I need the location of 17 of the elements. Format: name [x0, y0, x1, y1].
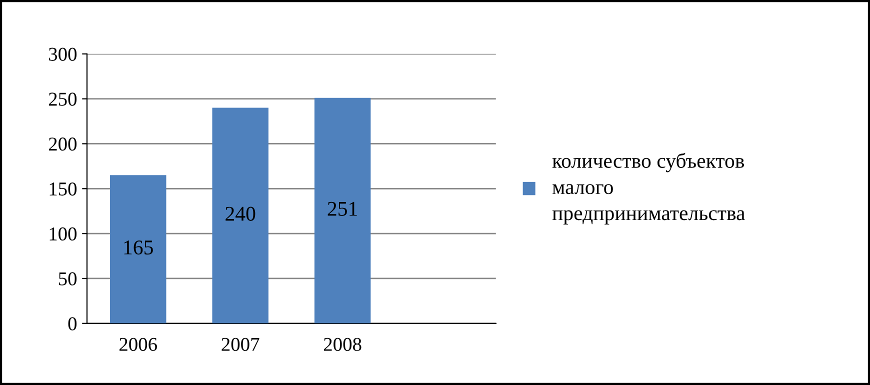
- data-label: 240: [226, 206, 256, 221]
- y-tick-label: 200: [48, 138, 77, 151]
- y-tick-label: 50: [58, 272, 77, 286]
- x-tick-label: 2006: [120, 338, 157, 351]
- y-tick-label: 300: [49, 48, 77, 61]
- legend-label: количество субъектов малого предпринимательства: [552, 152, 745, 224]
- y-tick-label: 250: [48, 92, 77, 106]
- y-tick-label: 150: [50, 182, 77, 196]
- data-label: 165: [124, 240, 153, 254]
- x-tick-label: 2008: [324, 338, 362, 351]
- y-tick-label: 0: [68, 317, 77, 330]
- x-tick-label: 2007: [222, 338, 260, 351]
- bar: [212, 108, 268, 324]
- bar: [314, 98, 371, 324]
- data-label: 251: [328, 202, 357, 216]
- y-tick-label: 100: [50, 227, 77, 241]
- bar: [110, 175, 166, 324]
